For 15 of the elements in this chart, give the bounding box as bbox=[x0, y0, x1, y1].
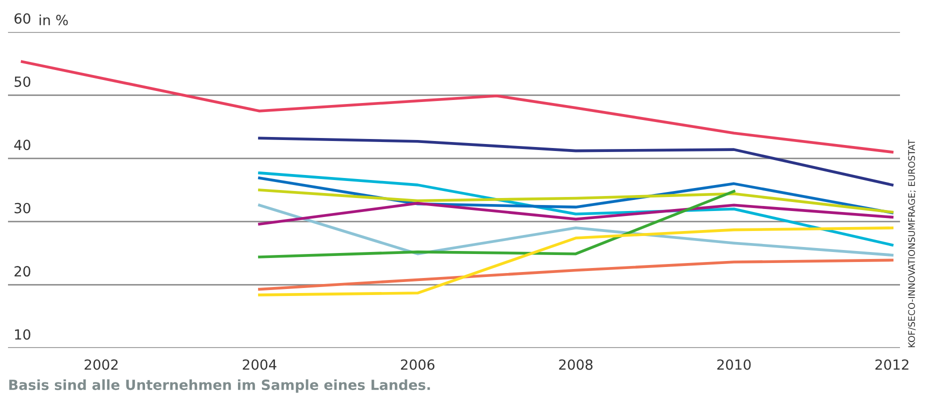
y-tick-label: 20 bbox=[14, 266, 30, 277]
x-tick-label: 2006 bbox=[400, 359, 434, 370]
x-tick-label: 2010 bbox=[717, 359, 751, 370]
x-tick-label: 2004 bbox=[242, 359, 276, 370]
text: KOF/SECO-INNOVATIONSUMFRAGE; EUROSTAT bbox=[908, 140, 916, 348]
y-tick-label: 40 bbox=[14, 140, 30, 150]
x-tick-label: 2008 bbox=[559, 359, 592, 370]
y-tick-label: 60 bbox=[14, 13, 30, 24]
x-tick-label: 2012 bbox=[875, 359, 908, 370]
text: Basis sind alle Unternehmen im Sample eines Landes. bbox=[9, 379, 430, 393]
y-tick-label: 30 bbox=[14, 202, 30, 214]
y-tick-label: 50 bbox=[14, 76, 30, 87]
y-axis-title: in % bbox=[40, 14, 68, 26]
y-tick-label: 10 bbox=[15, 329, 30, 340]
x-tick-label: 2002 bbox=[84, 359, 118, 370]
